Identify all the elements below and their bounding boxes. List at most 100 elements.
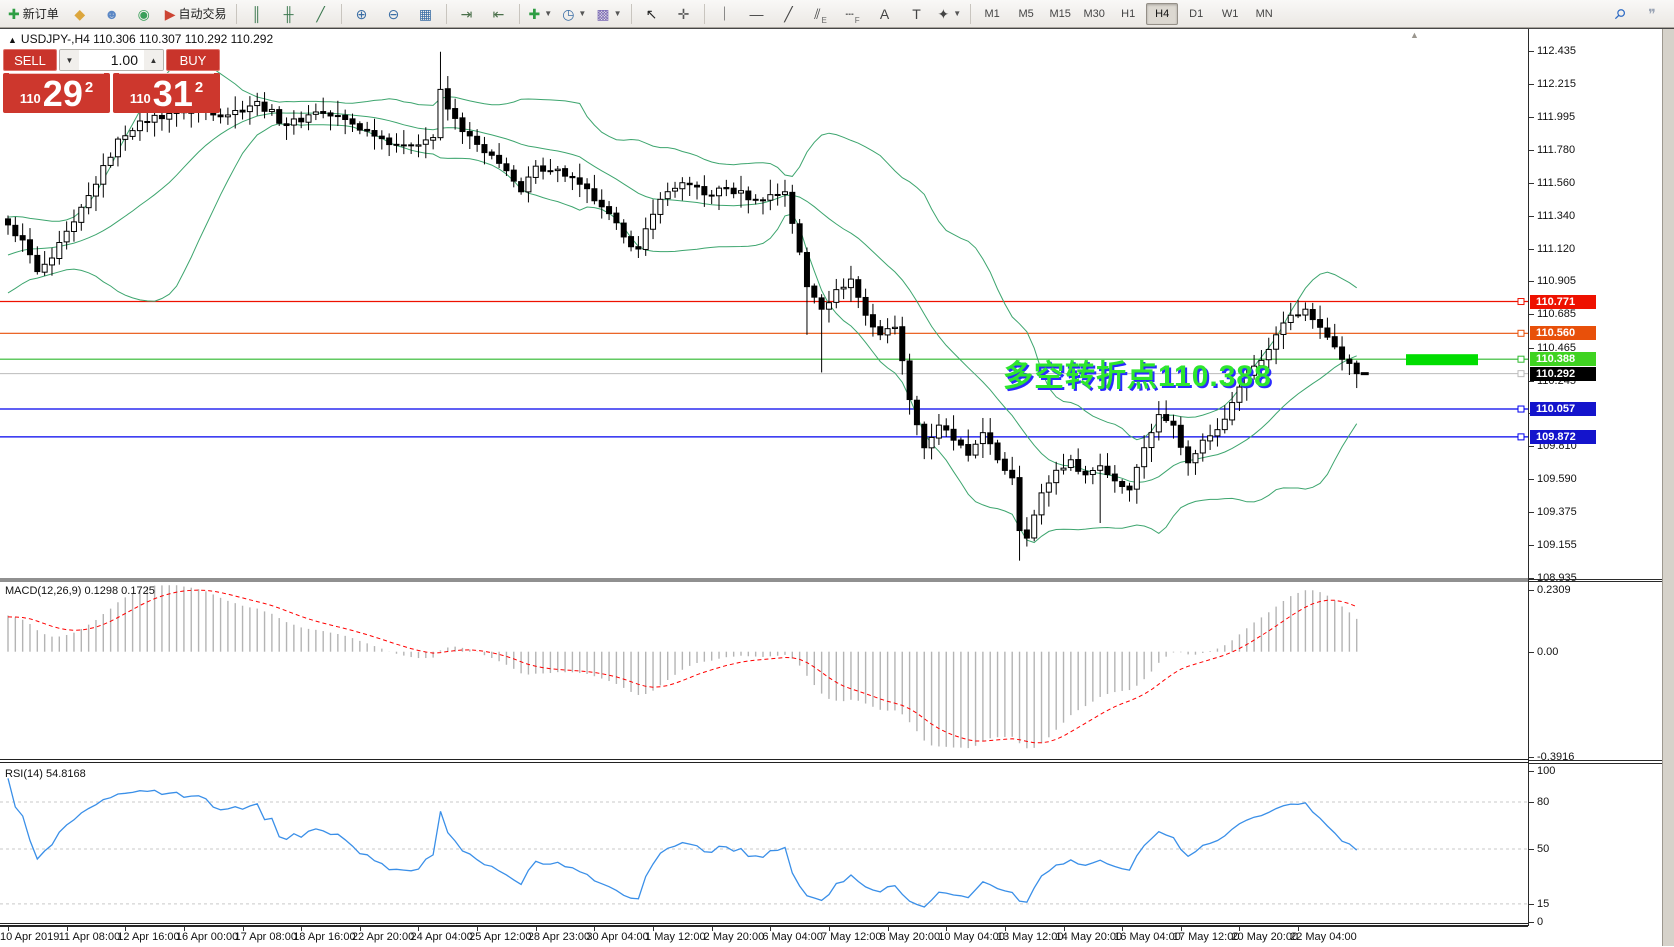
sell-price[interactable]: 110 29 2 — [3, 73, 110, 113]
time-label: 7 May 12:00 — [820, 931, 882, 943]
dropdown-caret-icon[interactable]: ▼ — [544, 9, 553, 18]
buy-button[interactable]: BUY — [166, 49, 220, 71]
timeframe-m15[interactable]: M15 — [1049, 7, 1071, 20]
bollinger-lower-band — [7, 123, 1358, 544]
search-icon[interactable]: ⚲ — [1604, 2, 1636, 26]
candlestick-chart-button[interactable]: ╫ — [273, 2, 305, 26]
volume-increase-button[interactable]: ▲ — [144, 50, 163, 70]
timeframe-m1[interactable]: M1 — [984, 7, 1000, 20]
dropdown-caret-icon[interactable]: ▼ — [953, 9, 962, 18]
candle-body — [488, 151, 495, 156]
candle-body — [474, 135, 481, 145]
candle-body — [305, 114, 312, 123]
candle-body — [136, 120, 143, 132]
tile-windows-button[interactable]: ▦ — [410, 2, 442, 26]
resistance-line-2-handle[interactable] — [1517, 329, 1525, 337]
candle-body — [371, 130, 378, 137]
equidistant-channel-button[interactable]: ⫽ E — [805, 2, 837, 26]
dropdown-caret-icon[interactable]: ▼ — [578, 9, 587, 18]
time-label: 22 May 04:00 — [1290, 931, 1357, 943]
timeframe-m30[interactable]: M30 — [1083, 7, 1105, 20]
pivot-line-handle[interactable] — [1517, 355, 1525, 363]
rsi-tick-label: 15 — [1528, 897, 1550, 910]
one-click-trading-panel: SELL ▼ ▲ BUY 110 29 2 110 31 2 — [3, 49, 220, 113]
candle-body — [334, 115, 341, 118]
candle-body — [1148, 432, 1155, 449]
auto-trading-button[interactable]: ▶ 自动交易 — [160, 2, 232, 26]
resistance-line-1-handle[interactable] — [1517, 298, 1525, 306]
zoom-in-button[interactable]: ⊕ — [346, 2, 378, 26]
indicators-button[interactable]: ✚ ▼ — [524, 2, 558, 26]
candle-body — [283, 123, 290, 127]
zoom-out-button[interactable]: ⊖ — [378, 2, 410, 26]
line-chart-button[interactable]: ╱ — [305, 2, 337, 26]
crosshair-button[interactable]: ✛ — [668, 2, 700, 26]
profiles-icon[interactable]: ☻ — [96, 2, 128, 26]
pivot-highlight-rect[interactable] — [1406, 354, 1478, 366]
timeframe-m5[interactable]: M5 — [1018, 7, 1034, 20]
new-order-button[interactable]: ✚ 新订单 — [3, 2, 64, 26]
volume-decrease-button[interactable]: ▼ — [60, 50, 79, 70]
candle-body — [1229, 402, 1236, 421]
periods-button[interactable]: ◷ ▼ — [557, 2, 591, 26]
timeframe-h4[interactable]: H4 — [1146, 2, 1179, 25]
time-tick — [1063, 927, 1065, 931]
time-label: 16 Apr 00:00 — [175, 931, 239, 943]
dropdown-caret-icon[interactable]: ▼ — [613, 9, 622, 18]
current-price-line-handle[interactable] — [1517, 370, 1525, 378]
collapse-icon[interactable]: ▲ — [8, 35, 17, 45]
price-tick-label: 111.780 — [1528, 143, 1576, 156]
volume-input[interactable] — [79, 50, 144, 70]
candle-body — [444, 88, 451, 110]
candle-body — [1251, 365, 1258, 376]
time-label: 30 Apr 04:00 — [586, 931, 649, 943]
price-tick-label: 111.560 — [1528, 176, 1576, 189]
candle-body — [356, 123, 363, 131]
time-tick — [418, 927, 420, 931]
buy-price[interactable]: 110 31 2 — [113, 73, 220, 113]
chart-window-icon[interactable]: ◆ — [64, 2, 96, 26]
price-marker-110.057: 110.057 — [1530, 402, 1596, 417]
chart-shift-button[interactable]: ⇤ — [483, 2, 515, 26]
text-label-button[interactable]: T — [901, 2, 933, 26]
timeframe-mn[interactable]: MN — [1255, 7, 1273, 20]
bar-chart-button[interactable]: ║ — [241, 2, 273, 26]
candle-body — [965, 444, 972, 456]
trendline-button[interactable]: ╱ — [773, 2, 805, 26]
toolbar-separator — [970, 3, 972, 24]
window-edge-strip — [1662, 29, 1674, 946]
templates-button[interactable]: ▩ ▼ — [591, 2, 626, 26]
support-line-2-handle[interactable] — [1517, 433, 1525, 441]
timeframe-h1[interactable]: H1 — [1121, 7, 1136, 20]
shapes-button[interactable]: ✦ ▼ — [933, 2, 967, 26]
fibonacci-button[interactable]: ┄ F — [837, 2, 869, 26]
horizontal-line-button[interactable]: — — [741, 2, 773, 26]
timeframe-d1[interactable]: D1 — [1189, 7, 1204, 20]
timeframe-w1[interactable]: W1 — [1221, 7, 1239, 20]
chat-icon[interactable]: ❞ — [1636, 2, 1668, 26]
signals-icon-icon: ◉ — [137, 5, 150, 22]
signals-icon[interactable]: ◉ — [128, 2, 160, 26]
candle-body — [1207, 435, 1214, 442]
time-axis[interactable]: 10 Apr 2019 11 Apr 08:00 12 Apr 16:00 16 Ap… — [0, 926, 1528, 947]
candle-body — [1133, 466, 1140, 490]
candle-body — [598, 199, 605, 208]
price-axis[interactable]: 112.435 112.215 111.995 111.780 111.560 111.3… — [1528, 29, 1663, 928]
text-button[interactable]: A — [869, 2, 901, 26]
time-tick — [711, 927, 713, 931]
chart-shift-marker-icon[interactable]: ▲ — [1410, 30, 1419, 40]
candle-body — [1009, 469, 1016, 479]
support-line-1-handle[interactable] — [1517, 405, 1525, 413]
chart-plot[interactable] — [0, 29, 1528, 926]
candle-body — [26, 239, 33, 256]
candle-body — [503, 163, 510, 172]
bollinger-middle-band — [7, 112, 1357, 483]
candle-body — [664, 191, 671, 200]
cursor-button[interactable]: ↖ — [636, 2, 668, 26]
auto-scroll-button[interactable]: ⇥ — [451, 2, 483, 26]
candle-body — [1309, 309, 1316, 321]
candle-body — [48, 257, 55, 266]
sell-button[interactable]: SELL — [3, 49, 57, 71]
vertical-line-button[interactable]: ｜ — [709, 2, 741, 26]
candle-body — [1243, 374, 1250, 388]
